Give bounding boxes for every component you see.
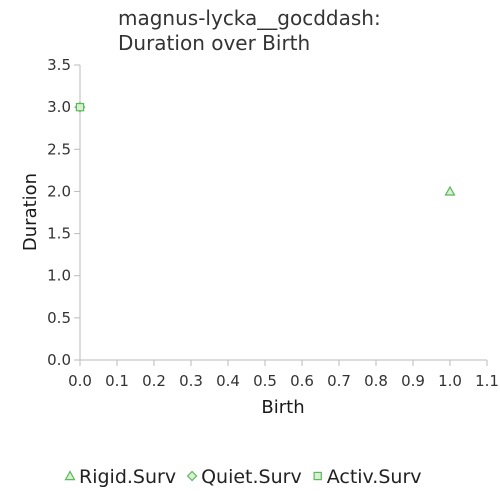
y-tick-label: 2.0 xyxy=(47,182,71,200)
y-tick-label: 3.5 xyxy=(47,56,71,74)
x-tick-label: 0.0 xyxy=(68,372,92,390)
chart-title-line-1: magnus-lycka__gocddash: xyxy=(118,6,381,30)
data-point-triangle xyxy=(446,187,455,195)
legend-label: Rigid.Surv xyxy=(79,466,176,488)
chart-title-line-2: Duration over Birth xyxy=(118,31,310,55)
chart-title: magnus-lycka__gocddash: Duration over Bi… xyxy=(118,6,381,55)
x-tick-label: 0.3 xyxy=(179,372,203,390)
legend-square-icon xyxy=(314,472,321,479)
data-point-square xyxy=(76,104,83,111)
x-tick-label: 0.1 xyxy=(105,372,129,390)
x-tick-label: 0.6 xyxy=(290,372,314,390)
y-tick-label: 3.0 xyxy=(47,98,71,116)
x-tick-label: 0.7 xyxy=(327,372,351,390)
x-tick-label: 0.9 xyxy=(401,372,425,390)
y-ticks: 0.0 0.5 1.0 1.5 2.0 2.5 3.0 3.5 xyxy=(47,56,80,369)
y-tick-label: 1.5 xyxy=(47,225,71,243)
legend-diamond-icon xyxy=(188,472,197,481)
x-tick-label: 1.0 xyxy=(438,372,462,390)
x-tick-label: 1.1 xyxy=(475,372,499,390)
x-axis-title: Birth xyxy=(261,397,304,418)
x-tick-label: 0.5 xyxy=(253,372,277,390)
x-ticks: 0.0 0.1 0.2 0.3 0.4 0.5 0.6 0.7 0.8 0.9 1.0 1.1 xyxy=(68,360,499,390)
axes xyxy=(80,65,487,360)
legend: Rigid.Surv Quiet.Surv Activ.Surv xyxy=(66,466,422,488)
y-tick-label: 2.5 xyxy=(47,140,71,158)
legend-label: Quiet.Surv xyxy=(201,466,302,488)
y-tick-label: 0.5 xyxy=(47,309,71,327)
y-axis-title: Duration xyxy=(20,173,41,251)
x-tick-label: 0.4 xyxy=(216,372,240,390)
y-tick-label: 0.0 xyxy=(47,351,71,369)
legend-label: Activ.Surv xyxy=(327,466,422,488)
y-tick-label: 1.0 xyxy=(47,267,71,285)
data-points xyxy=(76,103,455,195)
legend-triangle-icon xyxy=(66,472,75,480)
x-tick-label: 0.2 xyxy=(142,372,166,390)
x-tick-label: 0.8 xyxy=(364,372,388,390)
